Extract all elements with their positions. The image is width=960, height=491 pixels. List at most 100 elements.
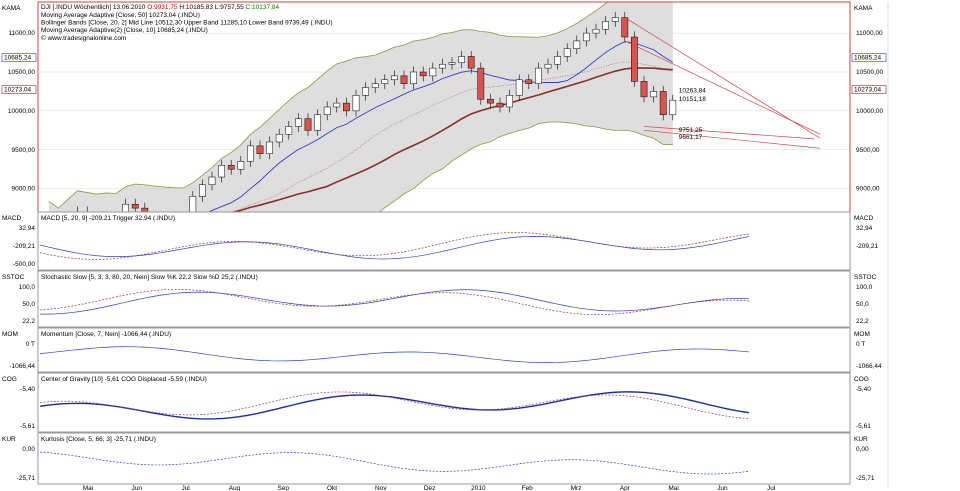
panel-frame-cog	[37, 372, 851, 433]
panel-series-sstoc	[39, 289, 750, 316]
candle-body	[381, 79, 389, 84]
panel-corner-left-macd: MACD	[2, 215, 21, 222]
candle-body	[180, 220, 186, 236]
candle-body	[371, 83, 379, 88]
panel-corner-left-sstoc: SSTOC	[2, 274, 25, 281]
panel-series-macd	[39, 236, 750, 260]
candle-body	[611, 17, 619, 22]
candle-body	[458, 56, 465, 63]
ohlc-h: H:10185,83	[179, 4, 214, 11]
candle-body	[621, 17, 629, 38]
candle-body	[631, 36, 638, 82]
main-y-tick-left: 9500,00	[12, 147, 36, 154]
candle-body	[496, 102, 504, 108]
main-corner-right: KAMA	[854, 5, 873, 12]
panel-legend-sstoc: Stochastic Slow [5, 3, 3, 80, 20, Nein] …	[41, 274, 258, 281]
panel-series-cog	[39, 391, 750, 419]
x-tick-label: Jul	[181, 485, 190, 491]
panel-tick-left-mom: 0 T	[26, 341, 35, 348]
panel-tick-left-macd: -500,00	[13, 261, 35, 268]
bollinger-upper-line	[48, 2, 609, 209]
panel-tick-right-cog: -5,61	[856, 423, 871, 430]
left-value-badge	[1, 53, 37, 62]
candle-body	[669, 99, 677, 116]
candle-body	[131, 203, 139, 209]
panel-corner-right-cog: COG	[854, 376, 869, 383]
trendline	[624, 17, 821, 139]
candle-body	[429, 67, 437, 77]
annotation-label: 9661,17	[679, 134, 703, 141]
right-value-badge	[851, 85, 887, 94]
panel-tick-left-cog: -5,40	[20, 386, 35, 393]
candle-body	[113, 224, 119, 243]
x-tick-label: Jul	[767, 485, 776, 491]
candle-body	[477, 67, 485, 100]
panel-legend-cog: Center of Gravity [10] -5,61 COG Displac…	[41, 376, 207, 383]
candle-body	[362, 87, 369, 96]
candle-body	[161, 228, 167, 232]
annotation-label: 9751,25	[679, 127, 703, 134]
candle-body	[487, 98, 494, 104]
panel-legend-mom: Momentum [Close, 7, Nein] -1066,44 (.IND…	[41, 331, 171, 338]
candle-body	[400, 75, 408, 84]
candle-body	[122, 203, 129, 212]
candle-body	[352, 95, 360, 112]
panel-tick-right-macd: 32,94	[856, 225, 873, 232]
candle-body	[304, 118, 312, 131]
candle-body	[467, 56, 475, 69]
left-value-badge-text: 10685,24	[4, 55, 31, 62]
panel-tick-right-sstoc: 50,0	[856, 301, 869, 308]
candle-body	[94, 224, 100, 232]
candle-body	[256, 145, 264, 154]
x-tick-label: Mai	[668, 485, 678, 491]
panel-tick-left-sstoc: 100,0	[19, 284, 36, 291]
panel-corner-right-mom: MOM	[854, 331, 870, 338]
panel-tick-right-macd: -209,21	[856, 243, 878, 250]
x-tick-label: Mai	[83, 485, 93, 491]
panel-tick-left-macd: 32,94	[19, 225, 36, 232]
candle-body	[323, 106, 331, 116]
bollinger-band-fill	[48, 2, 673, 212]
main-y-tick-right: 11000,00	[856, 30, 883, 37]
main-y-tick-left: 10000,00	[8, 108, 35, 115]
candle-body	[208, 176, 216, 186]
panel-tick-right-cog: -5,40	[856, 386, 871, 393]
candle-body	[227, 165, 235, 170]
panel-corner-right-macd: MACD	[854, 215, 873, 222]
main-indicator-legend: Moving Average Adaptive(2) [Close, 10] 1…	[41, 27, 208, 34]
candle-body	[525, 79, 533, 84]
panel-tick-left-sstoc: 50,0	[22, 301, 35, 308]
copyright-text: © www.tradesignalonline.com	[41, 34, 126, 42]
trendline	[643, 126, 815, 140]
panel-tick-right-kur: 0,00	[856, 446, 869, 453]
candle-body	[659, 91, 667, 116]
x-tick-label: Dez	[424, 485, 436, 491]
panel-tick-right-mom: -1066,44	[856, 363, 882, 370]
left-value-badge-text: 10273,04	[4, 87, 31, 94]
main-indicator-legend: Bollinger Bands [Close, 20, 2] Mid Line …	[41, 20, 332, 27]
candle-body	[410, 71, 417, 84]
candle-body	[439, 63, 446, 69]
panel-frame-macd	[37, 211, 851, 271]
candle-body	[391, 75, 398, 81]
candle-body	[314, 114, 321, 131]
right-value-badge	[851, 53, 887, 62]
main-title: DJI [.INDU Wöchentlich] 13.06.2010 O:993…	[41, 4, 280, 11]
candle-body	[573, 40, 581, 49]
panel-tick-left-sstoc: 22,2	[22, 318, 35, 325]
panel-corner-right-kur: KUR	[854, 436, 868, 443]
x-tick-label: Mrz	[571, 485, 582, 491]
panel-tick-right-sstoc: 22,2	[856, 318, 869, 325]
panel-series-macd	[39, 232, 750, 260]
main-corner-left: KAMA	[2, 5, 21, 12]
candle-body	[285, 126, 293, 135]
candle-body	[554, 56, 561, 65]
panel-tick-left-mom: -1066,44	[9, 363, 35, 370]
candle-body	[640, 81, 648, 98]
x-tick-label: Apr	[620, 485, 631, 491]
candle-body	[544, 63, 552, 69]
panel-tick-right-mom: 0 T	[856, 341, 865, 348]
candle-body	[247, 145, 254, 162]
ma50-line	[231, 67, 673, 212]
candle-body	[343, 102, 350, 112]
